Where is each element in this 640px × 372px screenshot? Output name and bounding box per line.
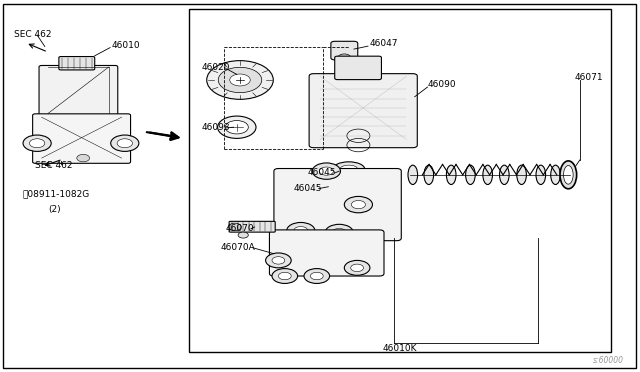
Text: 46093: 46093 bbox=[202, 123, 230, 132]
Text: 46070: 46070 bbox=[226, 224, 255, 233]
Circle shape bbox=[77, 154, 90, 162]
Circle shape bbox=[325, 224, 353, 241]
Circle shape bbox=[207, 61, 273, 99]
Ellipse shape bbox=[333, 162, 365, 177]
Circle shape bbox=[278, 272, 291, 280]
Text: 46020: 46020 bbox=[202, 63, 230, 72]
Ellipse shape bbox=[536, 165, 545, 185]
Text: 46070A: 46070A bbox=[221, 243, 255, 251]
Circle shape bbox=[294, 227, 308, 235]
Circle shape bbox=[344, 196, 372, 213]
Text: 46010: 46010 bbox=[112, 41, 141, 50]
Circle shape bbox=[304, 269, 330, 283]
Ellipse shape bbox=[331, 182, 348, 190]
Text: 46045: 46045 bbox=[307, 169, 336, 177]
Circle shape bbox=[266, 253, 291, 268]
Text: s:60000: s:60000 bbox=[593, 356, 624, 365]
Bar bbox=[189, 9, 611, 352]
FancyBboxPatch shape bbox=[59, 57, 95, 70]
FancyBboxPatch shape bbox=[229, 221, 275, 232]
Text: (2): (2) bbox=[48, 205, 61, 214]
Circle shape bbox=[351, 201, 365, 209]
Circle shape bbox=[117, 139, 132, 148]
Circle shape bbox=[238, 232, 248, 238]
FancyBboxPatch shape bbox=[309, 74, 417, 148]
Ellipse shape bbox=[499, 165, 509, 185]
Ellipse shape bbox=[424, 165, 434, 185]
Circle shape bbox=[312, 163, 340, 179]
Circle shape bbox=[338, 54, 351, 61]
Ellipse shape bbox=[517, 165, 526, 185]
Circle shape bbox=[344, 260, 370, 275]
Text: SEC 462: SEC 462 bbox=[35, 161, 73, 170]
Ellipse shape bbox=[465, 165, 475, 185]
Circle shape bbox=[29, 139, 45, 148]
Circle shape bbox=[332, 228, 346, 237]
Circle shape bbox=[310, 272, 323, 280]
Ellipse shape bbox=[483, 165, 493, 185]
Ellipse shape bbox=[340, 165, 358, 173]
Circle shape bbox=[225, 121, 248, 134]
Text: 46071: 46071 bbox=[574, 73, 603, 82]
Circle shape bbox=[218, 67, 262, 93]
Text: SEC 462: SEC 462 bbox=[14, 30, 52, 39]
Text: 46010K: 46010K bbox=[382, 344, 417, 353]
Ellipse shape bbox=[408, 165, 418, 185]
Text: 46090: 46090 bbox=[428, 80, 456, 89]
FancyBboxPatch shape bbox=[39, 65, 118, 119]
Text: ⓝ08911-1082G: ⓝ08911-1082G bbox=[22, 190, 90, 199]
Circle shape bbox=[272, 269, 298, 283]
Ellipse shape bbox=[447, 165, 456, 185]
Text: 46045: 46045 bbox=[293, 184, 322, 193]
Ellipse shape bbox=[324, 179, 355, 193]
Circle shape bbox=[228, 223, 241, 231]
FancyBboxPatch shape bbox=[274, 169, 401, 241]
Circle shape bbox=[23, 135, 51, 151]
Circle shape bbox=[319, 167, 333, 175]
Ellipse shape bbox=[550, 165, 561, 185]
Circle shape bbox=[218, 116, 256, 138]
Circle shape bbox=[111, 135, 139, 151]
Text: 46047: 46047 bbox=[370, 39, 399, 48]
Ellipse shape bbox=[560, 161, 577, 189]
Circle shape bbox=[230, 74, 250, 86]
Ellipse shape bbox=[564, 166, 573, 184]
Circle shape bbox=[351, 264, 364, 272]
FancyBboxPatch shape bbox=[33, 114, 131, 163]
FancyBboxPatch shape bbox=[269, 230, 384, 276]
Circle shape bbox=[287, 222, 315, 239]
FancyBboxPatch shape bbox=[335, 56, 381, 80]
Circle shape bbox=[272, 257, 285, 264]
FancyBboxPatch shape bbox=[331, 41, 358, 60]
